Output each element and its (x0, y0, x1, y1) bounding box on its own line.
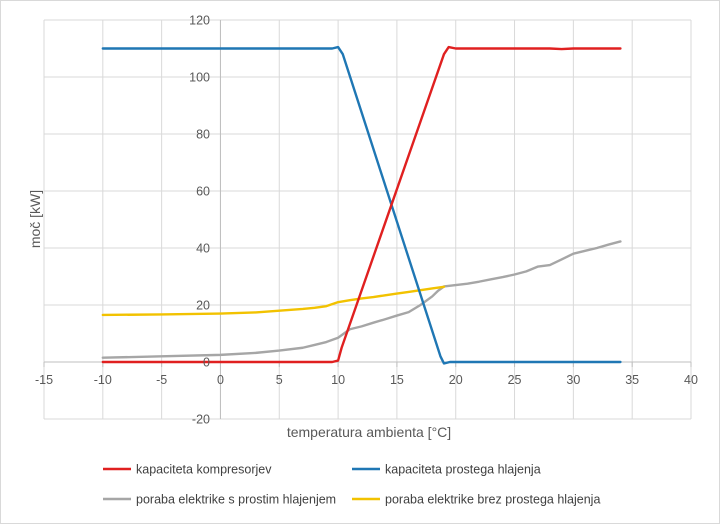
x-tick-label: -15 (35, 373, 53, 387)
series-line-2 (101, 45, 622, 365)
legend-label: poraba elektrike brez prostega hlajenja (385, 493, 600, 507)
y-tick-label: 100 (189, 71, 210, 85)
y-axis-title: moč [kW] (27, 190, 43, 248)
y-tick-label: 60 (196, 185, 210, 199)
y-tick-label: 120 (189, 14, 210, 28)
x-tick-label: 0 (217, 373, 224, 387)
series-line-3 (101, 240, 622, 359)
x-tick-label: 10 (331, 373, 345, 387)
legend-label: poraba elektrike s prostim hlajenjem (136, 493, 336, 507)
legend-label: kapaciteta prostega hlajenja (385, 463, 541, 477)
x-tick-label: 40 (684, 373, 698, 387)
x-tick-label: 25 (508, 373, 522, 387)
legend: kapaciteta kompresorjev kapaciteta proste… (103, 463, 600, 507)
data-series (101, 45, 622, 365)
y-tick-label: -20 (192, 413, 210, 427)
y-tick-label: 0 (203, 356, 210, 370)
series-line-4 (101, 285, 446, 317)
x-tick-label: -5 (156, 373, 167, 387)
x-tick-label: 15 (390, 373, 404, 387)
axes (43, 20, 692, 419)
legend-label: kapaciteta kompresorjev (136, 463, 272, 477)
y-tick-label: 20 (196, 299, 210, 313)
x-axis-title: temperatura ambienta [°C] (287, 424, 451, 440)
x-tick-label: -10 (94, 373, 112, 387)
series-line-1 (101, 45, 622, 364)
x-tick-label: 30 (566, 373, 580, 387)
x-tick-label: 5 (276, 373, 283, 387)
y-tick-label: 40 (196, 242, 210, 256)
x-tick-label: 20 (449, 373, 463, 387)
gridlines (43, 19, 692, 420)
x-tick-label: 35 (625, 373, 639, 387)
y-tick-label: 80 (196, 128, 210, 142)
tick-labels: -15 -10 -5 0 5 10 15 20 25 30 35 40 -20 0 20 40 60 80 100 1… (35, 14, 698, 427)
